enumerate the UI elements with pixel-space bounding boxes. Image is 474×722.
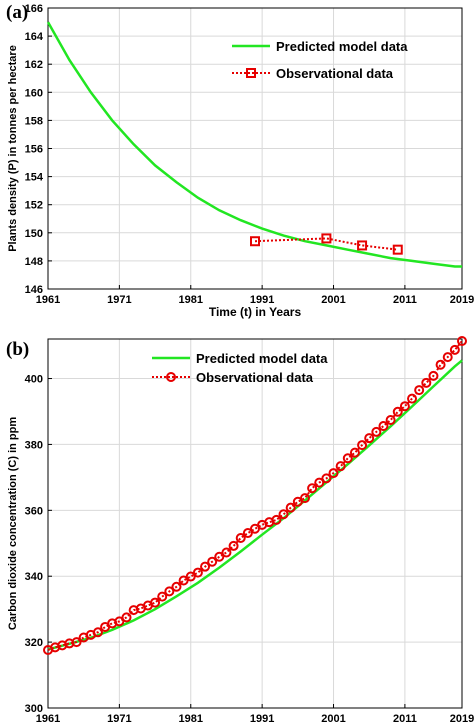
data-point bbox=[271, 514, 282, 525]
data-point bbox=[71, 637, 82, 648]
data-point bbox=[299, 493, 310, 504]
data-point bbox=[407, 393, 418, 404]
chart-panel-a: 1961 1971 1981 1991 2001 2011 2019 146 148 150 152… bbox=[6, 2, 474, 319]
data-point bbox=[200, 561, 211, 572]
legend-label: Observational data bbox=[196, 370, 314, 385]
legend-marker bbox=[166, 372, 176, 382]
data-point bbox=[328, 468, 339, 479]
data-point bbox=[164, 586, 175, 597]
data-point bbox=[442, 352, 453, 363]
y-axis-label: Plants density (P) in tonnes per hectare bbox=[7, 45, 19, 252]
x-tick-label: 2019 bbox=[450, 294, 474, 306]
data-point bbox=[335, 461, 346, 472]
data-point bbox=[399, 401, 410, 412]
series-line-observed bbox=[47, 340, 463, 651]
data-point bbox=[250, 236, 260, 247]
data-point bbox=[228, 540, 239, 551]
x-tick-label: 1981 bbox=[179, 294, 203, 306]
panel-label: (b) bbox=[6, 339, 29, 360]
data-point bbox=[449, 344, 460, 355]
legend-label: Predicted model data bbox=[196, 351, 328, 366]
y-tick-label: 320 bbox=[25, 637, 43, 649]
x-tick-label: 1991 bbox=[250, 294, 274, 306]
y-tick-label: 340 bbox=[25, 571, 43, 583]
data-point bbox=[221, 547, 232, 558]
data-point bbox=[392, 244, 403, 255]
data-point bbox=[421, 377, 432, 388]
data-point bbox=[192, 567, 203, 578]
y-tick-label: 152 bbox=[25, 200, 43, 212]
y-tick-label: 166 bbox=[25, 3, 43, 15]
x-tick-label: 2011 bbox=[393, 294, 417, 306]
data-point bbox=[157, 591, 168, 602]
data-point bbox=[114, 616, 125, 627]
data-point bbox=[150, 597, 161, 608]
x-tick-label: 1971 bbox=[107, 294, 131, 306]
data-point bbox=[321, 233, 332, 244]
y-tick-label: 360 bbox=[25, 505, 43, 517]
data-point bbox=[371, 426, 382, 437]
data-point bbox=[392, 406, 403, 417]
y-tick-label: 400 bbox=[25, 374, 43, 386]
x-tick-label: 2001 bbox=[321, 294, 345, 306]
y-tick-label: 154 bbox=[25, 172, 44, 184]
data-point bbox=[349, 447, 360, 458]
data-point bbox=[435, 359, 446, 370]
data-point bbox=[207, 556, 218, 567]
data-point bbox=[242, 528, 253, 539]
legend-label: Predicted model data bbox=[276, 39, 408, 54]
data-point bbox=[214, 551, 225, 562]
x-tick-label: 2019 bbox=[450, 713, 474, 722]
x-tick-label: 1961 bbox=[36, 713, 60, 722]
data-point bbox=[378, 420, 389, 431]
data-point bbox=[357, 440, 368, 451]
y-tick-label: 150 bbox=[25, 228, 43, 240]
data-point bbox=[178, 575, 189, 586]
y-tick-label: 148 bbox=[25, 256, 43, 268]
data-point bbox=[314, 477, 325, 488]
series-line-predicted bbox=[47, 359, 463, 651]
x-axis-label: Time (t) in Years bbox=[209, 305, 302, 319]
panel-label: (a) bbox=[6, 2, 28, 23]
data-point bbox=[342, 453, 353, 464]
data-point bbox=[307, 483, 318, 494]
data-point bbox=[235, 532, 246, 543]
data-point bbox=[457, 335, 467, 346]
plot-frame bbox=[47, 338, 463, 709]
x-tick-label: 1971 bbox=[107, 713, 131, 722]
x-tick-label: 2011 bbox=[393, 713, 417, 722]
x-tick-label: 2001 bbox=[321, 713, 345, 722]
chart-panel-b: 1961 1971 1981 1991 2001 2011 2019 300 320 340 360… bbox=[6, 335, 474, 722]
data-point bbox=[357, 240, 368, 251]
data-point bbox=[285, 502, 296, 513]
data-point bbox=[185, 571, 196, 582]
y-tick-label: 160 bbox=[25, 87, 43, 99]
data-point bbox=[385, 415, 396, 426]
y-tick-label: 300 bbox=[25, 703, 43, 715]
data-point bbox=[414, 385, 425, 396]
y-tick-label: 156 bbox=[25, 144, 43, 156]
data-point bbox=[121, 612, 132, 623]
legend-marker bbox=[246, 68, 256, 78]
y-tick-label: 162 bbox=[25, 59, 43, 71]
x-tick-label: 1961 bbox=[36, 294, 60, 306]
x-tick-label: 1981 bbox=[179, 713, 203, 722]
data-point bbox=[92, 627, 103, 638]
data-point bbox=[250, 523, 260, 534]
y-tick-label: 380 bbox=[25, 439, 43, 451]
data-point bbox=[171, 581, 182, 592]
data-point bbox=[278, 509, 289, 520]
y-tick-label: 146 bbox=[25, 284, 43, 296]
y-tick-label: 158 bbox=[25, 115, 43, 127]
data-point bbox=[428, 370, 439, 381]
y-tick-label: 164 bbox=[25, 31, 44, 43]
y-axis-label: Carbon dioxide concentration (C) in ppm bbox=[7, 417, 19, 631]
legend-label: Observational data bbox=[276, 66, 394, 81]
series-line-predicted bbox=[46, 21, 462, 268]
data-point bbox=[321, 473, 332, 484]
series-line-observed bbox=[254, 237, 398, 251]
x-tick-label: 1991 bbox=[250, 713, 274, 722]
data-point bbox=[364, 433, 375, 444]
